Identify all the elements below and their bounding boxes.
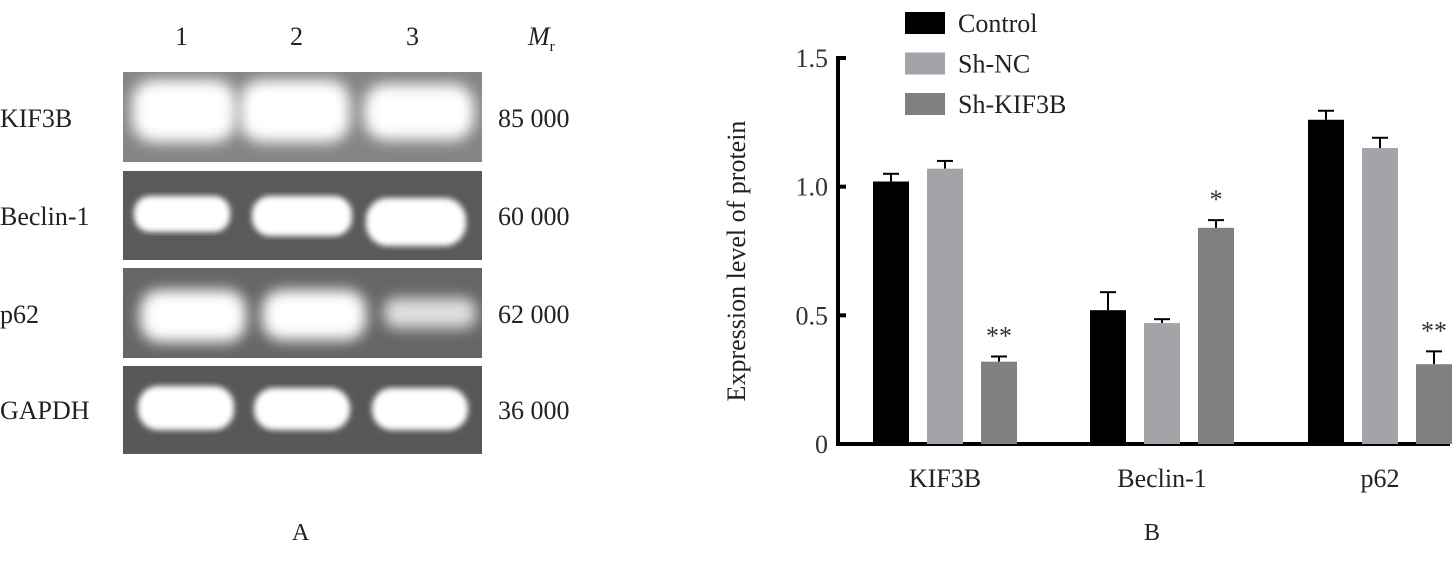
lane-label-3: 3 [406, 22, 419, 51]
significance-marker: * [1210, 185, 1223, 214]
blot-row-kif3b [123, 72, 482, 162]
mr-value-kif3b: 85 000 [498, 104, 570, 133]
mr-value-beclin1: 60 000 [498, 202, 570, 231]
blot-row-p62 [123, 268, 482, 358]
panel-label-a: A [292, 520, 310, 546]
y-tick-label: 0.5 [796, 301, 829, 330]
legend-label: Control [958, 9, 1037, 38]
mr-header-text: M [528, 22, 550, 51]
lane-label-2: 2 [290, 22, 303, 51]
mr-value-p62: 62 000 [498, 300, 570, 329]
x-tick-label: p62 [1361, 464, 1400, 493]
bar-sh-nc-p62 [1362, 148, 1398, 445]
band [138, 386, 234, 430]
y-tick-label: 1.5 [796, 44, 829, 73]
row-label-p62: p62 [0, 300, 39, 329]
legend-swatch-control [905, 12, 945, 34]
y-tick-label: 1.0 [796, 173, 829, 202]
row-label-kif3b: KIF3B [0, 104, 73, 133]
lane-label-1: 1 [175, 22, 188, 51]
band [240, 80, 350, 142]
bar-sh-nc-kif3b [927, 168, 963, 445]
mr-header-sub: r [549, 39, 555, 56]
row-label-gapdh: GAPDH [0, 396, 90, 425]
band [372, 388, 468, 430]
bar-control-p62 [1308, 119, 1344, 444]
significance-marker: ** [986, 322, 1012, 351]
mr-header: Mr [528, 22, 555, 56]
y-axis-label: Expression level of protein [722, 121, 751, 402]
x-tick-label: KIF3B [909, 464, 981, 493]
legend-swatch-sh-kif3b [905, 93, 945, 115]
legend-label: Sh-NC [958, 50, 1030, 79]
band [134, 196, 230, 232]
band [132, 80, 236, 142]
y-tick-label: 0 [815, 430, 828, 459]
bar-sh-kif3b-beclin-1 [1198, 227, 1234, 444]
band [262, 290, 366, 340]
bar-sh-kif3b-p62 [1416, 364, 1452, 444]
row-label-beclin1: Beclin-1 [0, 202, 90, 231]
bar-sh-nc-beclin-1 [1144, 323, 1180, 444]
band [254, 388, 350, 430]
blot-image [123, 72, 482, 454]
bar-control-kif3b [873, 181, 909, 444]
legend-label: Sh-KIF3B [958, 90, 1066, 119]
legend-swatch-sh-nc [905, 52, 945, 75]
band [140, 290, 246, 342]
band [384, 298, 476, 328]
band [366, 198, 466, 246]
mr-value-gapdh: 36 000 [498, 396, 570, 425]
band [364, 84, 474, 140]
panel-label-b: B [1144, 520, 1161, 546]
bar-sh-kif3b-kif3b [981, 361, 1017, 444]
bar-control-beclin-1 [1090, 310, 1126, 444]
blot-row-beclin1 [123, 171, 482, 260]
band [252, 196, 352, 236]
blot-row-gapdh [123, 366, 482, 454]
significance-marker: ** [1421, 316, 1447, 345]
x-tick-label: Beclin-1 [1117, 464, 1207, 493]
